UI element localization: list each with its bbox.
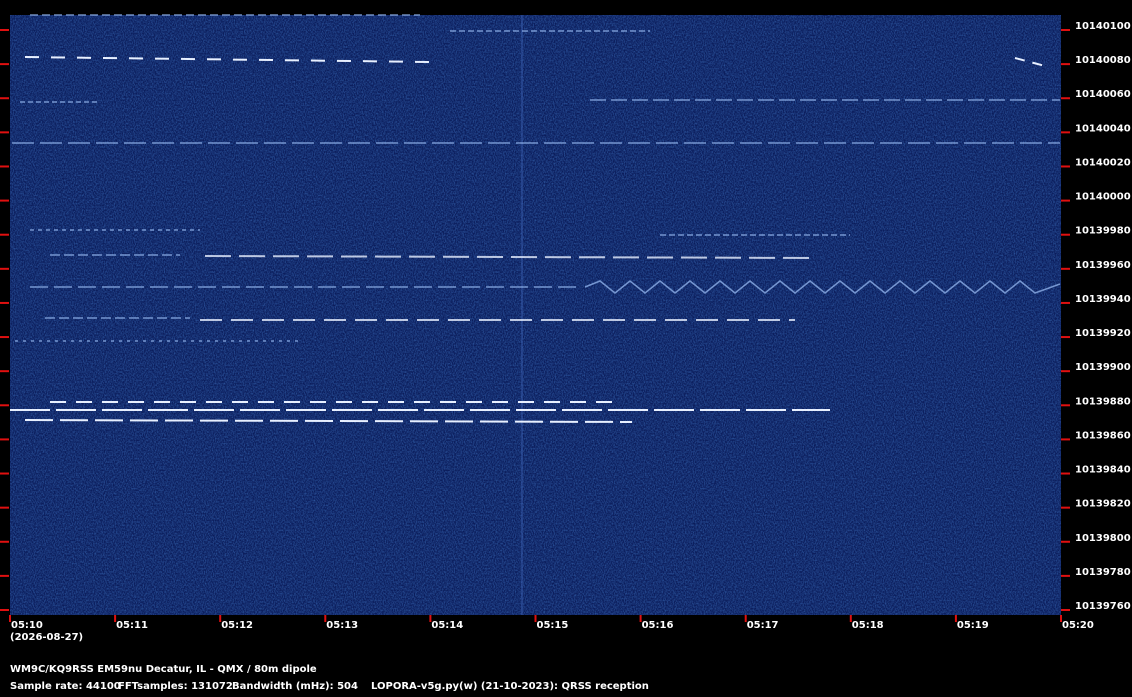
- x-label: 05:15: [537, 620, 569, 631]
- y-label: 10139980: [1075, 226, 1131, 237]
- y-label: 10140080: [1075, 55, 1131, 66]
- y-label: 10139940: [1075, 294, 1131, 305]
- x-label: 05:18: [852, 620, 884, 631]
- y-label: 10140040: [1075, 123, 1131, 134]
- y-label: 10139880: [1075, 396, 1131, 407]
- y-label: 10139780: [1075, 567, 1131, 578]
- noise: [10, 15, 1061, 615]
- x-label: 05:17: [747, 620, 779, 631]
- software: LOPORA-v5g.py(w) (21-10-2023): QRSS rece…: [371, 681, 649, 692]
- x-label: 05:10: [11, 620, 43, 631]
- x-label: 05:11: [116, 620, 148, 631]
- sample-rate: Sample rate: 44100: [10, 681, 121, 692]
- y-label: 10140060: [1075, 89, 1131, 100]
- y-label: 10139800: [1075, 533, 1131, 544]
- date: (2026-08-27): [10, 632, 83, 643]
- x-label: 05:12: [221, 620, 253, 631]
- station: WM9C/KQ9RSS EM59nu Decatur, IL - QMX / 8…: [10, 664, 317, 675]
- fft-samples: FFTsamples: 131072: [118, 681, 233, 692]
- y-label: 10139820: [1075, 499, 1131, 510]
- y-label: 10140020: [1075, 157, 1131, 168]
- axes: 10140100 10140080 10140060 10140040 10140020…: [0, 21, 1131, 631]
- x-label: 05:14: [431, 620, 463, 631]
- signals: [10, 14, 1061, 615]
- y-label: 10139760: [1075, 601, 1131, 612]
- y-label: 10139960: [1075, 260, 1131, 271]
- x-label: 05:19: [957, 620, 989, 631]
- bandwidth: Bandwidth (mHz): 504: [232, 681, 358, 692]
- x-label: 05:13: [326, 620, 358, 631]
- y-label: 10140100: [1075, 21, 1131, 32]
- y-label: 10139920: [1075, 328, 1131, 339]
- x-label: 05:16: [642, 620, 674, 631]
- y-label: 10139860: [1075, 430, 1131, 441]
- x-label: 05:20: [1062, 620, 1094, 631]
- y-label: 10139900: [1075, 362, 1131, 373]
- y-label: 10140000: [1075, 192, 1131, 203]
- y-label: 10139840: [1075, 465, 1131, 476]
